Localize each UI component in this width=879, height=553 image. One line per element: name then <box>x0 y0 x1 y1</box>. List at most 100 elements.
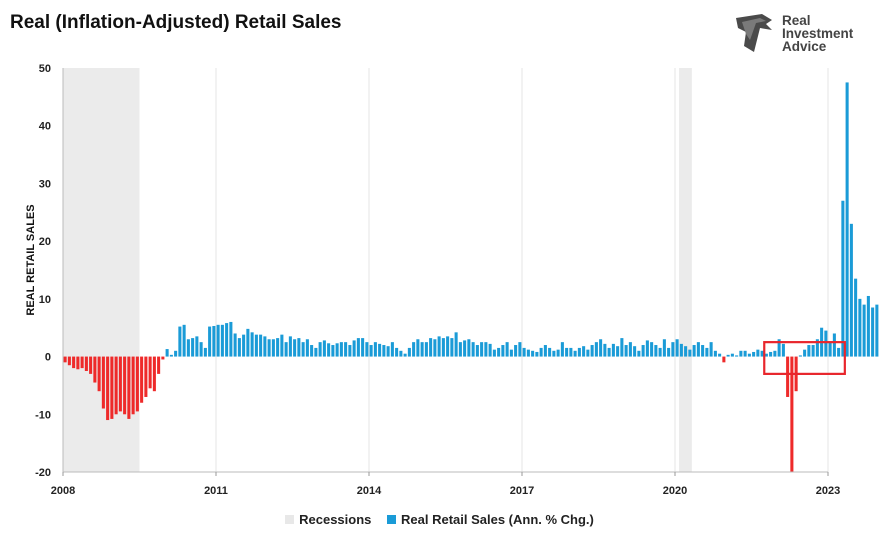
bar <box>837 347 841 357</box>
chart-title: Real (Inflation-Adjusted) Retail Sales <box>10 12 342 33</box>
legend-swatch-retail-sales <box>387 515 396 524</box>
bar <box>556 349 560 357</box>
bar <box>543 345 547 357</box>
bar <box>701 345 705 357</box>
bar <box>416 339 420 357</box>
x-tick-label: 2008 <box>51 485 75 497</box>
bar <box>229 321 233 357</box>
legend-item-retail-sales: Real Retail Sales (Ann. % Chg.) <box>387 512 594 527</box>
legend-label-recessions: Recessions <box>299 512 372 527</box>
bar <box>301 342 305 357</box>
bar <box>412 342 416 357</box>
bar <box>764 353 768 357</box>
bar <box>463 340 467 357</box>
bar <box>118 356 122 412</box>
bar <box>127 356 131 419</box>
bar <box>692 345 696 357</box>
bar <box>616 346 620 357</box>
bar <box>671 342 675 357</box>
bar <box>378 343 382 357</box>
bar <box>446 336 450 357</box>
bar <box>548 347 552 357</box>
logo-line-3: Advice <box>782 39 827 54</box>
bar <box>480 342 484 357</box>
bar <box>254 334 258 357</box>
bar <box>135 356 139 412</box>
y-tick-label: 30 <box>39 178 51 190</box>
bar <box>535 351 539 357</box>
bar <box>72 356 76 369</box>
bar <box>552 350 556 357</box>
bar <box>327 343 331 357</box>
bar <box>777 339 781 357</box>
bar <box>871 307 875 357</box>
bar <box>352 340 356 357</box>
bar <box>471 342 475 357</box>
bar <box>144 356 148 397</box>
bar <box>276 338 280 357</box>
x-tick-label: 2023 <box>816 485 840 497</box>
bar <box>756 349 760 357</box>
bar <box>208 326 212 357</box>
bar <box>399 350 403 357</box>
x-tick-label: 2011 <box>204 485 228 497</box>
bar <box>539 347 543 357</box>
bar <box>246 328 250 357</box>
bar <box>63 356 67 363</box>
bar <box>752 351 756 357</box>
bar <box>259 334 263 357</box>
bar <box>429 338 433 357</box>
bar <box>815 339 819 357</box>
bar <box>152 356 156 392</box>
bar <box>182 324 186 357</box>
bar <box>769 351 773 357</box>
bar <box>624 345 628 357</box>
bar <box>586 349 590 357</box>
bar <box>271 339 275 357</box>
bar <box>165 349 169 357</box>
bar <box>654 345 658 357</box>
recession-shading <box>63 68 692 472</box>
bar <box>641 345 645 357</box>
bar <box>220 324 224 357</box>
bar <box>696 342 700 357</box>
bar <box>531 350 535 357</box>
recession-band <box>679 68 692 472</box>
legend-swatch-recessions <box>285 515 295 524</box>
gridlines <box>62 68 829 472</box>
bar <box>845 82 849 357</box>
bar <box>335 343 339 357</box>
bar <box>662 339 666 357</box>
bar <box>131 356 135 415</box>
y-tick-label: 0 <box>45 352 51 364</box>
bar <box>790 356 794 472</box>
bar <box>114 356 118 415</box>
y-tick-label: 20 <box>39 236 51 248</box>
bar <box>773 350 777 357</box>
bar <box>310 345 314 357</box>
bar <box>76 356 80 370</box>
bar <box>356 338 360 357</box>
bar <box>106 356 110 421</box>
bar <box>726 354 730 357</box>
bar <box>101 356 105 409</box>
bar <box>679 343 683 357</box>
bar <box>191 338 195 357</box>
y-axis-label: REAL RETAIL SALES <box>25 204 37 315</box>
bar <box>667 347 671 357</box>
bar <box>390 342 394 357</box>
bar <box>875 304 879 357</box>
bar <box>582 346 586 357</box>
bar <box>386 346 390 357</box>
bar <box>633 346 637 357</box>
bar <box>267 339 271 357</box>
bar <box>488 343 492 357</box>
bar <box>607 347 611 357</box>
bar <box>713 350 717 357</box>
bar <box>841 200 845 357</box>
bar <box>225 323 229 357</box>
y-tick-label: 40 <box>39 121 51 133</box>
bar <box>203 347 207 357</box>
bar <box>123 356 127 415</box>
bar <box>297 338 301 357</box>
